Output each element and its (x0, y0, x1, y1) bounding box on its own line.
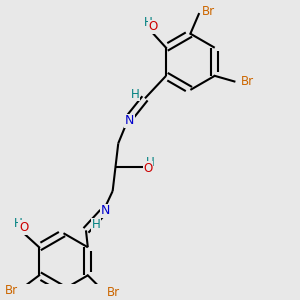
Text: N: N (125, 114, 134, 127)
Text: H: H (143, 16, 152, 29)
Text: O: O (143, 162, 152, 175)
Text: O: O (19, 221, 28, 234)
Text: Br: Br (4, 284, 18, 297)
Text: Br: Br (106, 286, 120, 299)
Text: Br: Br (202, 5, 215, 18)
Text: H: H (14, 217, 22, 230)
Text: O: O (149, 20, 158, 33)
Text: Br: Br (241, 75, 254, 88)
Text: H: H (131, 88, 140, 100)
Text: H: H (92, 218, 100, 231)
Text: N: N (101, 204, 110, 217)
Text: H: H (146, 157, 155, 169)
